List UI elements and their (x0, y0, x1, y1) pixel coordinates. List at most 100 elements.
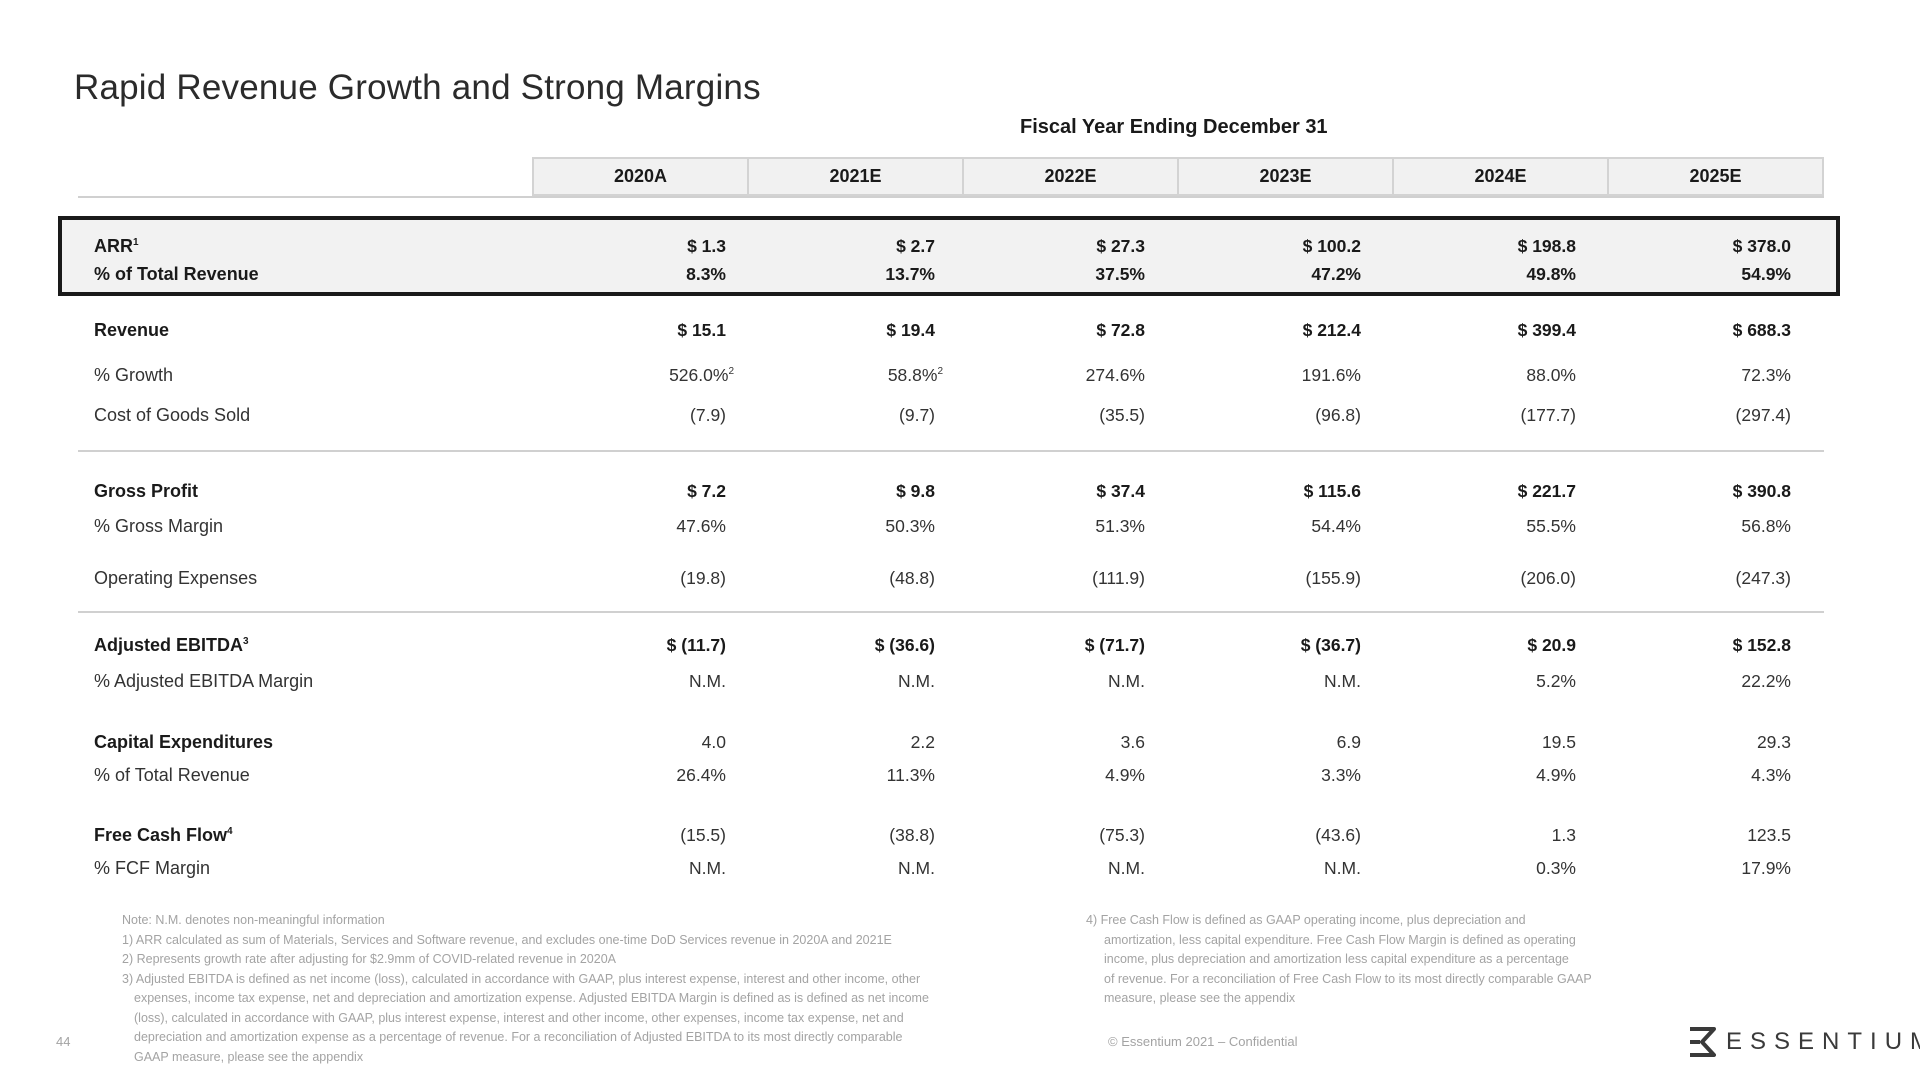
table-cell: $ 20.9 (1527, 635, 1576, 655)
confidential-notice: © Essentium 2021 – Confidential (1108, 1034, 1298, 1049)
footnote-line: Note: N.M. denotes non-meaningful inform… (122, 913, 385, 927)
table-cell: 3.3% (1321, 765, 1361, 785)
table-cell: 50.3% (885, 516, 935, 536)
row-label-fcf: Free Cash Flow4 (94, 825, 233, 845)
table-cell: $ 221.7 (1517, 481, 1576, 501)
footnote-line: expenses, income tax expense, net and de… (134, 991, 929, 1005)
table-cell: $ (36.7) (1300, 635, 1361, 655)
table-cell: (96.8) (1315, 405, 1361, 425)
year-header-cell: 2025E (1607, 157, 1824, 196)
table-cell: 49.8% (1526, 264, 1576, 284)
table-cell: 47.2% (1311, 264, 1361, 284)
table-cell: N.M. (1108, 858, 1145, 878)
table-cell: $ 15.1 (677, 320, 726, 340)
table-cell: $ 399.4 (1517, 320, 1576, 340)
table-cell: 123.5 (1747, 825, 1791, 845)
table-cell: $ 100.2 (1302, 236, 1361, 256)
table-cell: (177.7) (1520, 405, 1576, 425)
table-cell: $ 390.8 (1732, 481, 1791, 501)
header-divider (78, 196, 1824, 198)
table-cell: 4.9% (1536, 765, 1576, 785)
footnote-line: depreciation and amortization expense as… (134, 1030, 903, 1044)
table-cell: 4.9% (1105, 765, 1145, 785)
row-divider (78, 450, 1824, 452)
table-cell: 5.2% (1536, 671, 1576, 691)
table-cell: 47.6% (676, 516, 726, 536)
logo-text: ESSENTIUM (1726, 1028, 1920, 1055)
table-cell: 26.4% (676, 765, 726, 785)
table-cell: 0.3% (1536, 858, 1576, 878)
table-cell: 72.3% (1741, 365, 1791, 385)
year-header-cell: 2021E (747, 157, 962, 196)
table-cell: $ 2.7 (896, 236, 935, 256)
table-cell: 54.4% (1311, 516, 1361, 536)
table-cell: 1.3 (1551, 825, 1576, 845)
table-cell: $ (36.6) (874, 635, 935, 655)
row-label-capex: Capital Expenditures (94, 732, 274, 752)
table-subtitle: Fiscal Year Ending December 31 (1020, 116, 1328, 138)
footnote-line: 3) Adjusted EBITDA is defined as net inc… (122, 971, 921, 986)
year-header-row: 2020A 2021E 2022E 2023E 2024E 2025E (532, 157, 1824, 196)
year-header-cell: 2024E (1392, 157, 1607, 196)
table-cell: (247.3) (1735, 568, 1791, 588)
row-label-ebitda-margin: % Adjusted EBITDA Margin (94, 671, 314, 691)
year-header-cell: 2020A (532, 157, 747, 196)
table-cell: 29.3 (1756, 732, 1791, 752)
table-cell: (297.4) (1735, 405, 1791, 425)
table-cell: $ 1.3 (687, 236, 726, 256)
table-cell: N.M. (1324, 858, 1361, 878)
row-divider (78, 611, 1824, 613)
essentium-logo-icon (1690, 1027, 1716, 1057)
table-cell: 4.3% (1751, 765, 1791, 785)
table-cell: 526.0%2 (669, 365, 734, 385)
footnote-line: amortization, less capital expenditure. … (1104, 932, 1576, 947)
footnote-line: of revenue. For a reconciliation of Free… (1104, 971, 1592, 986)
table-cell: $ (11.7) (666, 635, 726, 655)
table-cell: $ 37.4 (1096, 481, 1145, 501)
table-cell: (155.9) (1305, 568, 1361, 588)
table-cell: 54.9% (1741, 264, 1791, 284)
table-cell: (19.8) (680, 568, 726, 588)
row-label-capex-pct: % of Total Revenue (94, 765, 250, 785)
footnote-line: income, plus depreciation and amortizati… (1104, 952, 1569, 966)
footnotes-right: 4) Free Cash Flow is defined as GAAP ope… (1086, 911, 1646, 1009)
table-cell: $ 7.2 (687, 481, 726, 501)
table-cell: 6.9 (1336, 732, 1361, 752)
row-label-ebitda: Adjusted EBITDA3 (94, 635, 249, 655)
table-cell: (15.5) (680, 825, 726, 845)
row-label-growth: % Growth (94, 365, 174, 385)
table-cell: $ 9.8 (896, 481, 935, 501)
table-cell: 8.3% (686, 264, 726, 284)
footnote-line: (loss), calculated in accordance with GA… (134, 1010, 904, 1025)
table-cell: (48.8) (889, 568, 935, 588)
table-cell: $ 198.8 (1517, 236, 1576, 256)
table-cell: 56.8% (1741, 516, 1791, 536)
table-cell: 13.7% (885, 264, 935, 284)
footnotes-left: Note: N.M. denotes non-meaningful inform… (122, 911, 1022, 1067)
table-cell: 191.6% (1301, 365, 1361, 385)
table-cell: $ (71.7) (1084, 635, 1145, 655)
table-cell: N.M. (689, 858, 726, 878)
table-cell: 88.0% (1526, 365, 1576, 385)
table-cell: 19.5 (1541, 732, 1576, 752)
table-cell: $ 27.3 (1096, 236, 1145, 256)
table-cell: 274.6% (1085, 365, 1145, 385)
table-cell: 51.3% (1095, 516, 1145, 536)
table-cell: $ 72.8 (1096, 320, 1145, 340)
page-number: 44 (56, 1034, 71, 1049)
row-label-revenue: Revenue (94, 320, 170, 340)
table-cell: $ 212.4 (1302, 320, 1361, 340)
table-cell: $ 115.6 (1303, 481, 1361, 501)
essentium-logo: ESSENTIUM (1688, 1026, 1920, 1058)
footnote-line: 2) Represents growth rate after adjustin… (122, 952, 617, 966)
table-cell: $ 152.8 (1732, 635, 1791, 655)
table-cell: (75.3) (1099, 825, 1145, 845)
table-cell: N.M. (898, 858, 935, 878)
table-cell: (7.9) (690, 405, 726, 425)
row-label-gross-profit: Gross Profit (94, 481, 199, 501)
footnote-line: GAAP measure, please see the appendix (134, 1049, 364, 1064)
table-cell: (38.8) (889, 825, 935, 845)
table-cell: 11.3% (886, 765, 935, 785)
row-label-fcf-margin: % FCF Margin (94, 858, 211, 878)
table-cell: 58.8%2 (887, 365, 943, 385)
